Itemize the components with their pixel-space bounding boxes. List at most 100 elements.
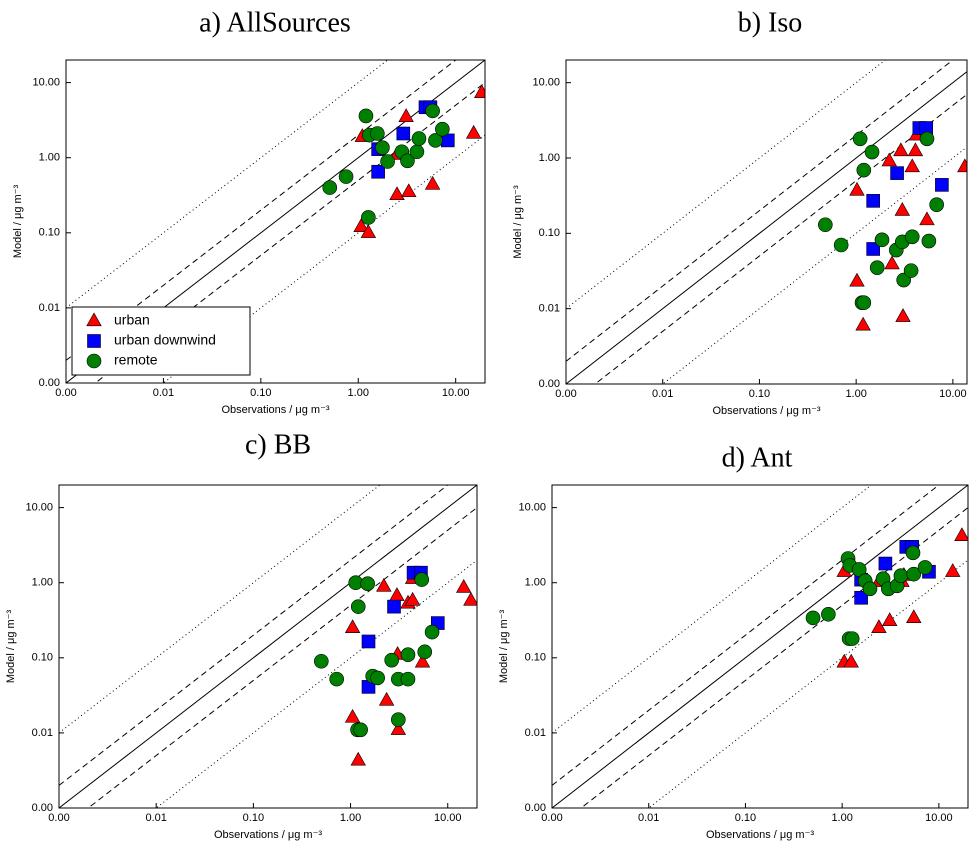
plot-area bbox=[66, 60, 485, 383]
data-point bbox=[894, 202, 911, 216]
data-point bbox=[866, 194, 880, 208]
x-tick-label: 0.00 bbox=[541, 812, 562, 824]
data-point bbox=[921, 233, 937, 249]
data-point bbox=[945, 563, 961, 577]
reference-line bbox=[566, 60, 887, 310]
data-point bbox=[400, 671, 416, 687]
panel-title: a) AllSources bbox=[199, 7, 351, 38]
data-point bbox=[360, 224, 377, 238]
x-tick-label: 1.00 bbox=[348, 387, 369, 399]
axes-frame bbox=[565, 59, 968, 385]
x-tick-label: 10.00 bbox=[925, 812, 953, 824]
data-point bbox=[905, 545, 921, 561]
y-tick-label: 0.10 bbox=[39, 227, 60, 239]
data-point bbox=[425, 103, 440, 119]
x-tick-label: 0.10 bbox=[749, 388, 770, 400]
y-tick-label: 0.10 bbox=[539, 227, 560, 239]
reference-line bbox=[66, 60, 389, 309]
data-point bbox=[424, 624, 440, 640]
data-point bbox=[895, 308, 911, 322]
y-tick-label: 0.00 bbox=[539, 378, 560, 390]
y-tick-label: 1.00 bbox=[39, 152, 60, 164]
y-tick-label: 0.00 bbox=[525, 802, 546, 814]
data-point bbox=[907, 142, 924, 157]
data-point bbox=[314, 653, 329, 669]
panel-title: d) Ant bbox=[722, 442, 793, 473]
reference-line bbox=[59, 485, 449, 786]
x-tick-label: 0.00 bbox=[555, 388, 576, 400]
data-point bbox=[866, 242, 880, 256]
y-tick-label: 10.00 bbox=[518, 502, 546, 514]
y-axis-label: Model / μg m⁻³ bbox=[498, 610, 510, 684]
legend: urban urban downwind remote bbox=[71, 306, 251, 376]
data-point bbox=[409, 144, 425, 160]
data-point bbox=[353, 218, 369, 232]
data-point bbox=[401, 183, 417, 198]
data-point bbox=[344, 708, 361, 723]
data-point bbox=[424, 175, 441, 190]
data-point bbox=[929, 197, 944, 212]
reference-line bbox=[552, 485, 940, 786]
x-tick-label: 0.00 bbox=[55, 387, 76, 399]
x-axis-label: Observations / μg m⁻³ bbox=[214, 829, 322, 841]
data-point bbox=[338, 169, 354, 184]
data-point bbox=[849, 272, 865, 287]
data-point bbox=[350, 599, 366, 614]
data-point bbox=[361, 634, 376, 649]
data-point bbox=[904, 158, 920, 173]
plot-area bbox=[59, 485, 477, 808]
reference-line bbox=[566, 71, 967, 384]
data-point bbox=[954, 527, 968, 542]
reference-line bbox=[155, 559, 477, 808]
data-point bbox=[417, 644, 433, 660]
data-point bbox=[329, 671, 344, 687]
data-point bbox=[890, 166, 904, 180]
x-tick-label: 0.01 bbox=[652, 388, 673, 400]
data-point bbox=[919, 131, 935, 147]
data-point bbox=[884, 255, 900, 270]
data-point bbox=[821, 606, 836, 622]
y-tick-label: 0.10 bbox=[525, 652, 546, 664]
reference-line bbox=[580, 507, 968, 808]
data-point bbox=[435, 121, 450, 137]
x-tick-label: 10.00 bbox=[442, 387, 470, 399]
y-tick-label: 0.10 bbox=[32, 652, 53, 664]
axes-frame bbox=[58, 484, 478, 809]
data-point bbox=[391, 712, 406, 727]
x-tick-label: 0.10 bbox=[243, 812, 264, 824]
data-point bbox=[361, 210, 376, 225]
data-point bbox=[456, 579, 472, 593]
panel-title: b) Iso bbox=[738, 7, 803, 38]
y-tick-label: 1.00 bbox=[32, 577, 53, 589]
plot-area bbox=[566, 60, 967, 384]
x-tick-label: 1.00 bbox=[845, 388, 866, 400]
data-point bbox=[411, 131, 427, 146]
x-axis-label: Observations / μg m⁻³ bbox=[706, 829, 814, 841]
data-point bbox=[414, 572, 430, 587]
y-tick-label: 0.01 bbox=[39, 302, 60, 314]
data-point bbox=[906, 609, 922, 623]
data-point bbox=[414, 653, 431, 668]
reference-line bbox=[647, 559, 968, 808]
data-point bbox=[473, 84, 485, 98]
data-point bbox=[881, 152, 897, 167]
y-tick-label: 0.00 bbox=[32, 802, 53, 814]
data-point bbox=[843, 653, 859, 668]
data-point bbox=[855, 316, 871, 331]
panel: b) Iso 0.00 0.01 0.10 1.00 10.00 0.00 0.01 0.10 1… bbox=[512, 7, 968, 417]
legend-marker bbox=[86, 353, 102, 369]
x-tick-label: 0.01 bbox=[638, 812, 659, 824]
y-tick-label: 10.00 bbox=[25, 502, 53, 514]
reference-line bbox=[566, 60, 954, 362]
data-point bbox=[428, 133, 443, 148]
x-tick-label: 0.01 bbox=[145, 812, 166, 824]
data-point bbox=[404, 591, 421, 606]
reference-line bbox=[552, 485, 968, 808]
legend-marker bbox=[87, 334, 101, 348]
legend-label: urban bbox=[114, 312, 150, 328]
panel: d) Ant 0.00 0.01 0.10 1.00 10.00 0.00 0.01 0.10 1… bbox=[498, 442, 969, 841]
data-point bbox=[878, 556, 893, 571]
x-tick-label: 0.01 bbox=[153, 387, 174, 399]
x-tick-label: 1.00 bbox=[831, 812, 852, 824]
data-point bbox=[384, 652, 399, 668]
